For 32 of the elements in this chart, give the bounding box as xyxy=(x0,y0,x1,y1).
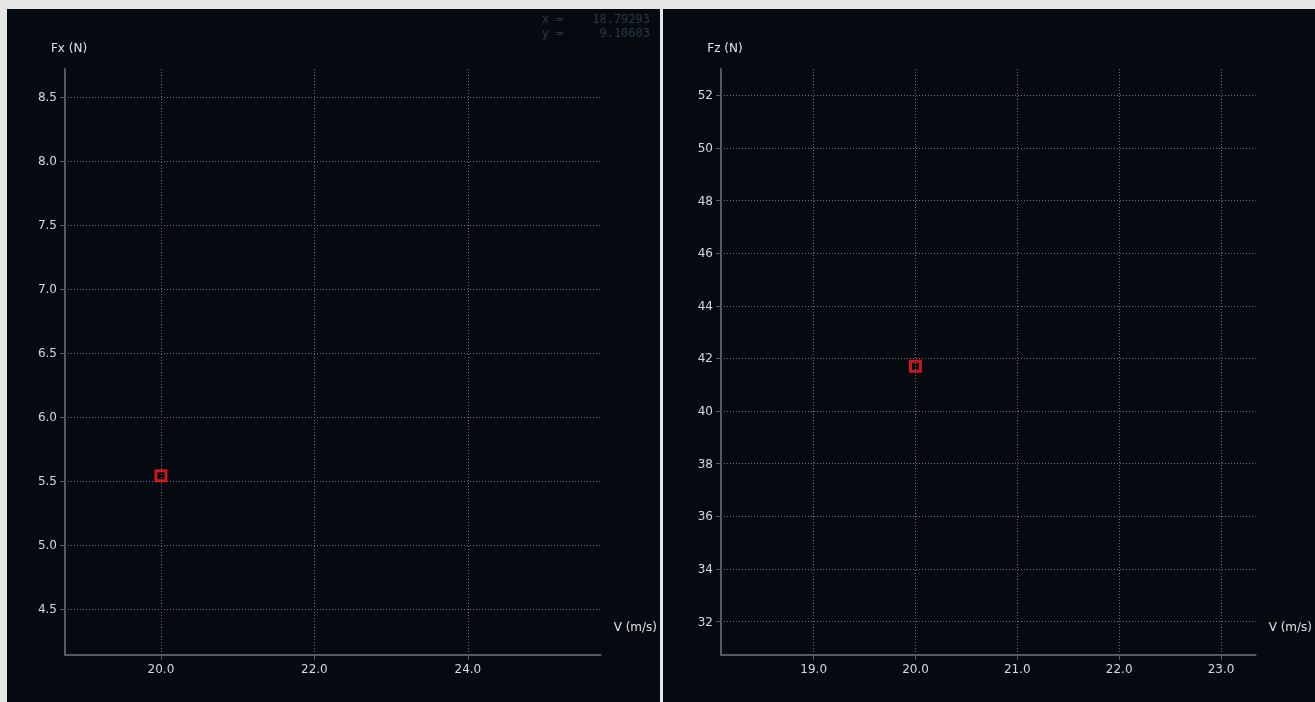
y-tick-label: 32 xyxy=(697,614,713,629)
y-tick-label: 7.0 xyxy=(37,282,57,297)
y-tick-label: 4.5 xyxy=(37,601,57,616)
x-axis-title: V (m/s) xyxy=(1268,620,1312,634)
y-tick-label: 8.0 xyxy=(37,154,57,169)
x-tick-label: 22.0 xyxy=(301,662,328,676)
x-tick-label: 22.0 xyxy=(1105,662,1133,676)
y-tick-label: 50 xyxy=(697,140,713,155)
y-tick-label: 6.5 xyxy=(37,346,57,361)
y-tick-label: 5.0 xyxy=(37,537,57,552)
x-tick-label: 21.0 xyxy=(1003,662,1031,676)
x-tick-label: 19.0 xyxy=(800,662,828,676)
x-tick-label: 23.0 xyxy=(1207,662,1235,676)
y-tick-label: 5.5 xyxy=(37,473,57,488)
y-axis-title: Fz (N) xyxy=(707,41,743,55)
y-tick-label: 7.5 xyxy=(37,218,57,233)
x-tick-label: 20.0 xyxy=(147,662,175,676)
y-tick-label: 42 xyxy=(697,351,713,366)
y-tick-label: 40 xyxy=(697,404,713,419)
y-tick-label: 36 xyxy=(697,509,713,524)
y-tick-label: 44 xyxy=(697,298,713,313)
y-tick-label: 52 xyxy=(697,88,713,103)
y-tick-label: 6.0 xyxy=(37,410,57,425)
y-tick-label: 38 xyxy=(697,456,713,471)
x-axis-title: V (m/s) xyxy=(613,620,657,634)
y-tick-label: 46 xyxy=(697,246,713,261)
y-tick-label: 48 xyxy=(697,193,713,208)
y-axis-title: Fx (N) xyxy=(50,41,88,55)
y-tick-label: 34 xyxy=(697,561,713,576)
x-tick-label: 20.0 xyxy=(902,662,929,676)
x-tick-label: 24.0 xyxy=(454,662,482,676)
y-tick-label: 8.5 xyxy=(37,90,57,105)
